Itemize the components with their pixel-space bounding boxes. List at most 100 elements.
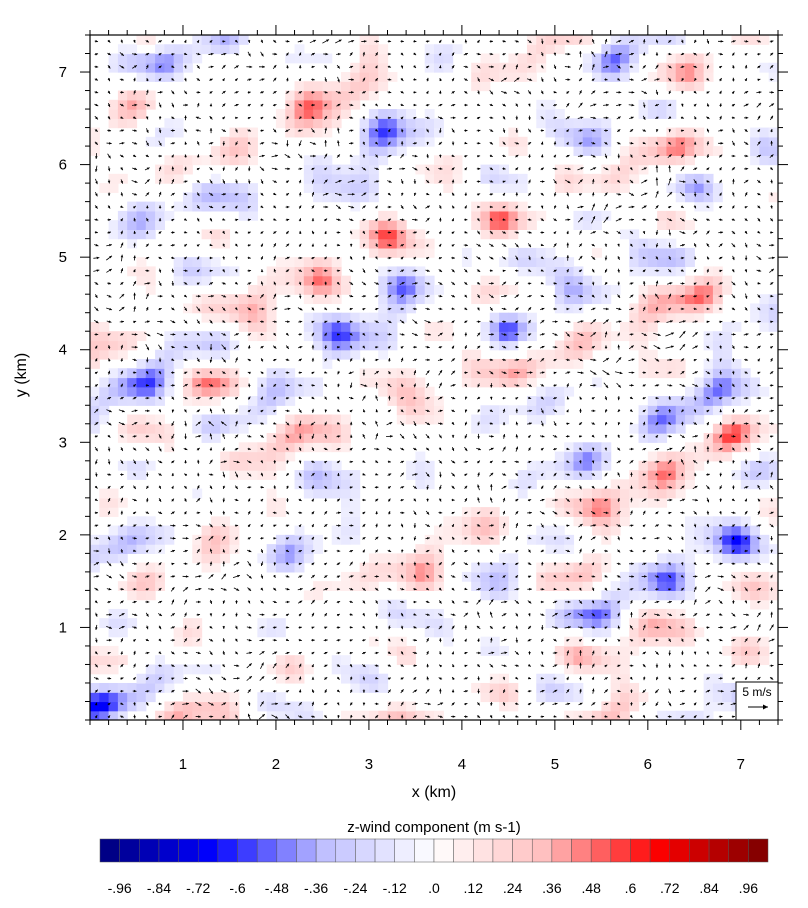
field-cell	[592, 377, 602, 388]
field-cell	[406, 581, 417, 592]
field-cell	[127, 701, 138, 712]
field-cell	[350, 507, 361, 517]
wind-vector-head	[95, 116, 98, 120]
wind-vector-head	[362, 257, 366, 260]
field-cell	[220, 136, 231, 147]
wind-vector-head	[388, 714, 391, 718]
wind-vector-head	[223, 690, 227, 693]
wind-vector-head	[336, 396, 340, 400]
field-cell	[331, 433, 342, 443]
wind-vector-head	[324, 282, 327, 286]
wind-vector-head	[362, 511, 366, 515]
wind-vector-head	[134, 626, 137, 629]
wind-vector-head	[121, 422, 125, 426]
wind-vector-head	[337, 473, 340, 476]
field-cell	[517, 183, 528, 193]
field-cell	[220, 229, 231, 240]
field-cell	[675, 294, 686, 305]
wind-vector-head	[388, 614, 391, 617]
field-cell	[592, 553, 602, 564]
wind-vector-head	[158, 626, 162, 630]
field-cell	[350, 534, 361, 545]
wind-vector-head	[247, 358, 251, 362]
field-cell	[387, 618, 398, 629]
wind-vector-head	[196, 626, 200, 629]
wind-vector-head	[298, 473, 302, 477]
wind-vector-head	[146, 129, 149, 133]
wind-vector-head	[260, 409, 264, 413]
wind-vector-head	[197, 52, 201, 56]
field-cell	[155, 349, 165, 360]
field-cell	[248, 183, 258, 193]
field-cell	[768, 127, 778, 138]
wind-vector-head	[298, 409, 302, 413]
field-cell	[499, 682, 509, 693]
wind-vector-head	[222, 626, 226, 629]
field-cell	[480, 423, 491, 434]
wind-vector-head	[387, 651, 391, 654]
wind-vector-head	[362, 129, 365, 133]
field-cell	[731, 636, 742, 647]
field-cell	[127, 109, 138, 119]
wind-vector-head	[287, 294, 291, 298]
field-cell	[657, 257, 668, 268]
wind-vector-head	[248, 460, 252, 464]
wind-vector-head	[375, 128, 378, 132]
field-cell	[127, 220, 138, 230]
field-cell	[331, 192, 342, 203]
wind-vector-head	[159, 524, 163, 527]
field-cell	[387, 562, 398, 573]
wind-vector-head	[196, 167, 200, 171]
field-cell	[564, 358, 575, 369]
field-cell	[220, 516, 231, 527]
field-cell	[424, 414, 435, 425]
field-cell	[638, 423, 649, 434]
field-cell	[303, 275, 314, 286]
field-cell	[220, 423, 231, 434]
field-cell	[192, 534, 203, 545]
field-cell	[127, 433, 138, 443]
field-cell	[387, 321, 398, 332]
field-cell	[155, 53, 165, 64]
wind-vector-head	[375, 320, 379, 323]
wind-vector-head	[185, 587, 188, 590]
field-cell	[136, 358, 147, 369]
field-cell	[508, 72, 519, 82]
wind-vector-head	[145, 116, 149, 120]
wind-vector-head	[184, 549, 188, 553]
field-cell	[601, 173, 612, 184]
field-cell	[768, 155, 778, 166]
wind-vector-head	[95, 218, 99, 221]
field-cell	[108, 692, 119, 703]
field-cell	[657, 562, 668, 573]
field-cell	[368, 173, 379, 184]
field-cell	[573, 497, 584, 508]
wind-vector-head	[362, 116, 365, 120]
field-cell	[666, 155, 677, 166]
wind-vector-head	[400, 651, 404, 655]
field-cell	[313, 544, 324, 554]
field-cell	[90, 386, 100, 397]
field-cell	[657, 99, 668, 110]
field-cell	[182, 303, 193, 314]
field-cell	[517, 146, 528, 156]
field-cell	[396, 645, 407, 656]
field-cell	[182, 618, 193, 629]
wind-vector-head	[299, 575, 303, 578]
field-cell	[368, 562, 379, 573]
field-cell	[350, 664, 361, 675]
wind-vector-head	[375, 702, 379, 706]
field-cell	[182, 349, 193, 360]
wind-vector-head	[260, 281, 264, 285]
wind-vector-head	[184, 308, 187, 311]
field-cell	[731, 433, 742, 443]
wind-vector-head	[209, 180, 213, 184]
wind-vector-head	[401, 153, 404, 157]
field-cell	[127, 581, 138, 592]
field-cell	[712, 368, 723, 379]
field-cell	[229, 136, 240, 147]
field-cell	[471, 516, 482, 527]
wind-vector-head	[298, 358, 302, 362]
field-cell	[229, 303, 240, 314]
field-cell	[545, 386, 556, 397]
